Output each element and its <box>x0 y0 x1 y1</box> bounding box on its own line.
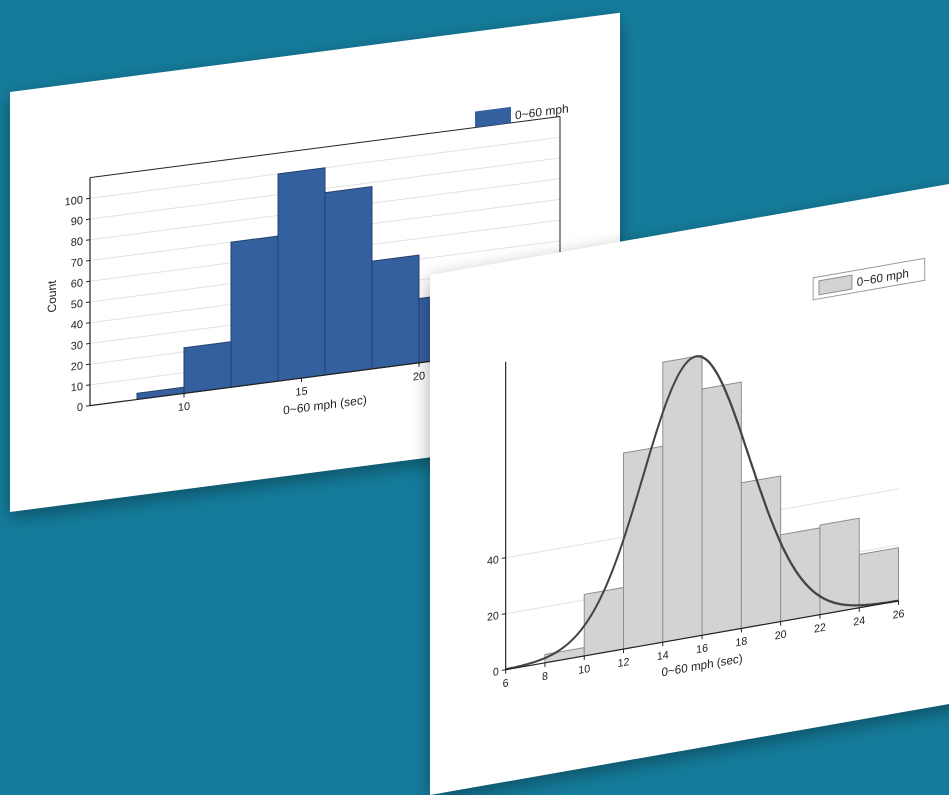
y-tick-mark <box>86 384 90 386</box>
histogram-bar <box>183 341 232 394</box>
y-tick-labels: 0 10 20 30 40 50 60 70 80 90 100 <box>65 194 90 415</box>
y-tick-label: 50 <box>71 298 83 312</box>
histogram-chart-gray: 0 20 40 6 8 10 12 14 16 18 20 22 24 26 0~60 mph (sec… <box>487 257 926 690</box>
histogram-bar <box>230 235 279 388</box>
y-tick-label: 90 <box>71 215 83 229</box>
legend: 0~60 mph <box>475 101 569 128</box>
y-tick-mark <box>86 197 90 200</box>
bars-layer <box>544 354 899 664</box>
y-tick-mark <box>86 322 90 324</box>
histogram-bar <box>277 167 326 382</box>
x-axis-title: 0~60 mph (sec) <box>662 651 743 679</box>
histogram-bar <box>740 475 782 630</box>
y-tick-mark <box>86 405 90 407</box>
x-tick-label: 14 <box>657 649 669 663</box>
legend-label: 0~60 mph <box>515 101 569 122</box>
y-tick-label: 80 <box>71 236 83 250</box>
y-tick-mark <box>501 557 506 559</box>
x-tick-label: 24 <box>853 615 865 629</box>
x-tick-label: 6 <box>503 677 509 690</box>
y-tick-mark <box>86 280 90 283</box>
y-tick-label: 100 <box>65 194 83 208</box>
normal-curve <box>505 355 899 671</box>
legend-swatch <box>818 274 853 296</box>
y-axis-title: Count <box>45 279 59 313</box>
x-tick-label: 26 <box>893 608 905 622</box>
x-tick-label: 20 <box>413 370 425 384</box>
y-tick-mark <box>86 342 90 345</box>
y-tick-mark <box>86 260 90 262</box>
y-tick-label: 40 <box>71 319 83 333</box>
y-tick-mark <box>86 218 90 221</box>
y-tick-label: 20 <box>71 360 83 374</box>
y-tick-label: 70 <box>71 256 83 270</box>
legend-swatch <box>475 106 511 128</box>
y-tick-mark <box>86 363 90 366</box>
histogram-bar <box>701 381 742 636</box>
y-tick-label: 60 <box>71 277 83 291</box>
histogram-bar <box>780 527 821 623</box>
histogram-bar <box>324 185 373 376</box>
histogram-bar <box>371 254 420 370</box>
x-tick-label: 8 <box>542 670 548 683</box>
histogram-bar <box>858 547 899 609</box>
x-tick-label: 16 <box>696 642 708 656</box>
legend: 0~60 mph <box>812 257 926 301</box>
x-tick-label: 18 <box>735 635 747 649</box>
y-tick-label: 20 <box>487 610 499 624</box>
x-tick-label: 12 <box>618 656 630 670</box>
y-tick-labels: 0 20 40 <box>487 554 506 679</box>
y-tick-mark <box>86 301 90 303</box>
y-tick-label: 30 <box>71 339 83 353</box>
histogram-bar <box>136 386 185 401</box>
y-tick-label: 10 <box>71 381 83 395</box>
y-tick-label: 40 <box>487 554 499 568</box>
x-tick-label: 10 <box>578 663 590 677</box>
y-tick-label: 0 <box>493 666 499 679</box>
histogram-card-gray: 0 20 40 6 8 10 12 14 16 18 20 22 24 26 0~60 mph (sec… <box>430 177 949 795</box>
y-tick-mark <box>86 239 90 241</box>
x-tick-label: 20 <box>775 628 787 642</box>
y-tick-label: 0 <box>77 402 83 415</box>
x-tick-label: 22 <box>814 622 826 636</box>
histogram-bar <box>583 586 624 657</box>
x-tick-label: 15 <box>295 385 307 399</box>
y-tick-mark <box>501 613 506 615</box>
y-tick-mark <box>501 669 506 671</box>
x-tick-label: 10 <box>178 401 190 415</box>
